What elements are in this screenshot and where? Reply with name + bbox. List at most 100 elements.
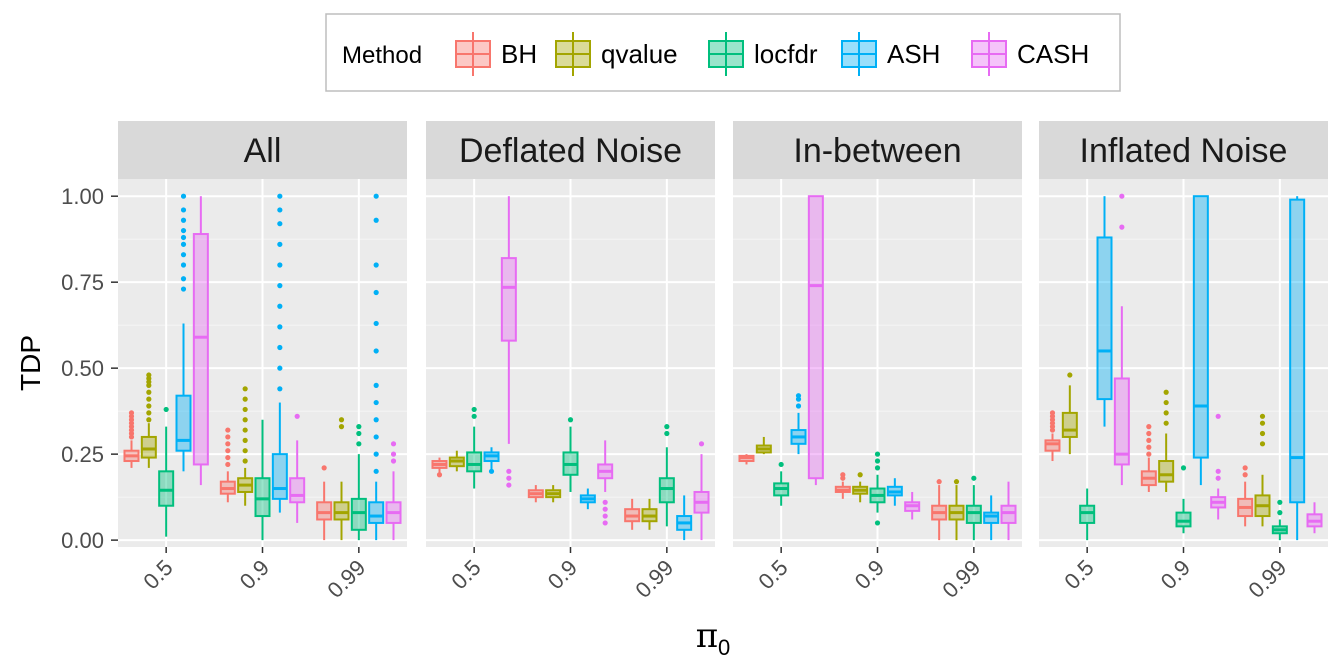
- outlier-point: [1215, 413, 1221, 419]
- outlier-point: [567, 417, 574, 423]
- box-iqr: [271, 453, 288, 500]
- outlier-point: [1163, 399, 1169, 406]
- outlier-point: [277, 324, 283, 330]
- box-qvalue-0.9: [545, 485, 562, 503]
- outlier-point: [128, 410, 135, 416]
- outlier-point: [277, 365, 283, 371]
- box-qvalue-0.99: [641, 498, 658, 530]
- outlier-point: [277, 241, 283, 247]
- outlier-point: [225, 461, 231, 468]
- outlier-point: [338, 424, 345, 430]
- x-tick-label: 0.9: [1156, 555, 1195, 594]
- box-iqr: [983, 511, 1000, 524]
- outlier-point: [506, 475, 512, 481]
- box-qvalue-0.99: [1254, 413, 1271, 527]
- outlier-point: [1146, 437, 1152, 443]
- box-iqr: [1113, 377, 1130, 466]
- box-cash-0.5: [1113, 193, 1130, 486]
- box-cash-0.9: [1210, 413, 1227, 520]
- facet-panel-in-between: In-between 0.5 0.9 0.99: [733, 121, 1022, 603]
- box-iqr: [1192, 195, 1209, 459]
- outlier-point: [1259, 420, 1266, 426]
- box-locfdr-0.5: [158, 406, 175, 537]
- y-tick-label: 1.00: [61, 184, 104, 209]
- outlier-point: [1163, 420, 1169, 426]
- outlier-point: [795, 403, 802, 409]
- y-axis: 0.00 0.25 0.50 0.75 1.00: [61, 184, 118, 553]
- box-bh-0.5: [431, 457, 448, 478]
- box-iqr: [350, 497, 367, 531]
- outlier-point: [277, 386, 283, 392]
- legend-item-ash: ASH: [841, 32, 940, 76]
- box-bh-0.5: [738, 454, 755, 465]
- box-iqr: [807, 195, 824, 480]
- box-cash-0.5: [500, 196, 517, 488]
- box-locfdr-0.9: [1175, 465, 1192, 534]
- box-locfdr-0.99: [658, 424, 675, 527]
- legend: Method BH qvalue locfdr ASH CASH: [325, 13, 1121, 92]
- outlier-point: [277, 221, 283, 227]
- legend-label: locfdr: [754, 39, 818, 69]
- box-qvalue-0.5: [755, 436, 772, 455]
- box-bh-0.99: [1237, 465, 1254, 527]
- outlier-point: [180, 241, 187, 247]
- outlier-point: [664, 430, 670, 437]
- box-iqr: [289, 477, 306, 504]
- outlier-point: [180, 217, 187, 223]
- outlier-point: [225, 441, 231, 447]
- box-ash-0.9: [271, 193, 288, 513]
- outlier-point: [277, 193, 283, 199]
- box-bh-0.9: [527, 485, 544, 503]
- outlier-point: [373, 417, 379, 423]
- outlier-point: [1146, 424, 1152, 430]
- outlier-point: [146, 389, 152, 395]
- x-axis-label-subscript: 0: [718, 635, 730, 660]
- outlier-point: [1215, 468, 1221, 474]
- facet-title: All: [244, 132, 282, 170]
- outlier-point: [146, 372, 152, 378]
- box-cash-0.5: [807, 195, 824, 486]
- outlier-point: [1259, 413, 1266, 419]
- outlier-point: [390, 451, 397, 457]
- box-ash-0.9: [886, 478, 903, 506]
- box-iqr: [368, 501, 385, 524]
- outlier-point: [356, 441, 362, 447]
- outlier-point: [488, 468, 495, 474]
- box-iqr: [1000, 504, 1017, 524]
- outlier-point: [373, 320, 379, 327]
- box-iqr: [1175, 511, 1192, 528]
- box-qvalue-0.99: [948, 479, 965, 541]
- outlier-point: [242, 458, 248, 464]
- facet-title: Inflated Noise: [1080, 132, 1288, 170]
- outlier-point: [1259, 430, 1266, 437]
- outlier-point: [471, 406, 477, 413]
- outlier-point: [390, 441, 397, 447]
- outlier-point: [1277, 499, 1283, 505]
- outlier-point: [242, 427, 248, 433]
- outlier-point: [277, 303, 283, 309]
- outlier-point: [1215, 475, 1221, 481]
- outlier-point: [1180, 465, 1187, 471]
- outlier-point: [840, 472, 846, 478]
- box-iqr: [316, 501, 333, 521]
- outlier-point: [373, 193, 379, 199]
- box-qvalue-0.9: [852, 472, 869, 503]
- outlier-point: [1259, 441, 1266, 447]
- outlier-point: [373, 434, 379, 440]
- outlier-point: [373, 451, 379, 457]
- outlier-point: [795, 393, 802, 399]
- outlier-point: [180, 207, 187, 213]
- outlier-point: [180, 252, 187, 258]
- box-locfdr-0.5: [773, 461, 790, 506]
- outlier-point: [373, 289, 379, 296]
- y-tick-label: 0.75: [61, 270, 104, 295]
- outlier-point: [698, 441, 705, 447]
- outlier-point: [146, 410, 152, 416]
- outlier-point: [180, 276, 187, 282]
- legend-item-locfdr: locfdr: [708, 32, 818, 76]
- outlier-point: [277, 283, 283, 289]
- box-iqr: [1096, 236, 1113, 401]
- outlier-point: [373, 382, 379, 388]
- y-tick-label: 0.50: [61, 356, 104, 381]
- outlier-point: [356, 430, 362, 437]
